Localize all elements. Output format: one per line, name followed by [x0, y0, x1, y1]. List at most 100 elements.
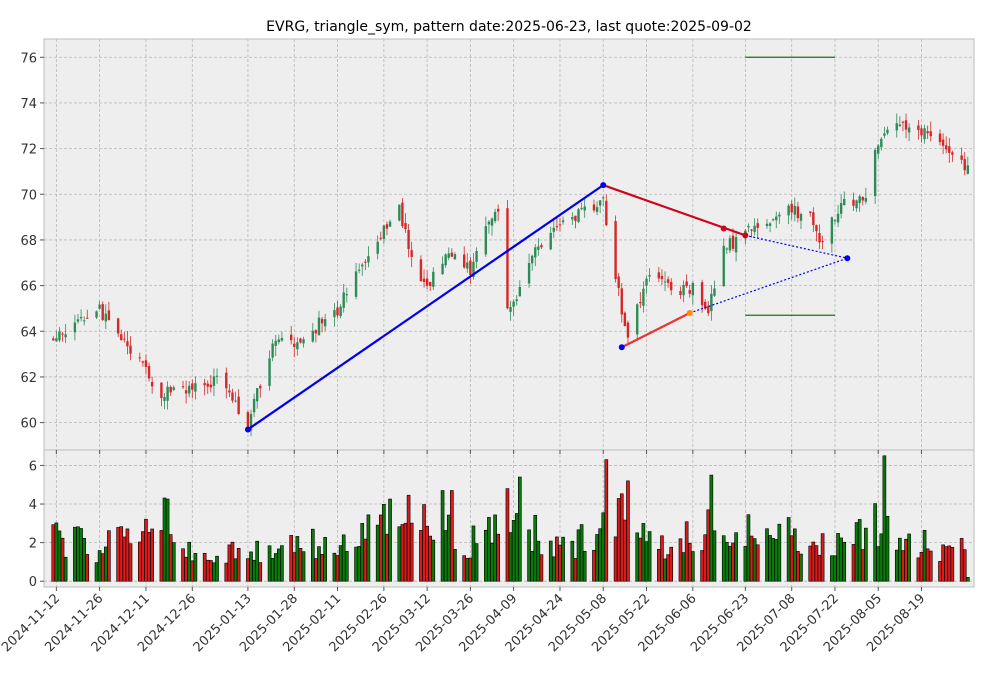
volume-bar [598, 528, 602, 582]
volume-tick-label: 0 [29, 575, 37, 590]
volume-bar [857, 519, 862, 582]
candle-body [120, 334, 123, 341]
volume-bar [552, 556, 556, 582]
pattern-point [244, 426, 251, 433]
candle-body [790, 203, 793, 213]
candle-body [129, 345, 132, 354]
volume-bar [684, 521, 689, 582]
price-tick-label: 76 [20, 51, 37, 66]
candle-body [302, 339, 305, 344]
candle-body [815, 225, 818, 232]
volume-bar [555, 536, 559, 582]
candle-body [203, 383, 206, 386]
candle-body [364, 261, 367, 263]
candle-body [398, 204, 401, 221]
candle-body [660, 275, 664, 280]
candle-body [700, 282, 704, 306]
volume-bar [898, 537, 902, 582]
candle-body [367, 256, 370, 263]
candle-body [648, 275, 651, 277]
volume-bar [453, 549, 457, 582]
candle-body [509, 307, 512, 312]
candle-body [765, 223, 769, 227]
volume-bar [85, 554, 90, 582]
volume-bar [796, 551, 800, 582]
volume-bar [894, 549, 899, 582]
volume-bar [765, 528, 769, 582]
candle-body [944, 145, 948, 150]
candle-body [188, 385, 191, 394]
volume-bar [357, 546, 361, 582]
volume-bar [474, 543, 479, 582]
volume-bar [255, 540, 259, 582]
candle-body [574, 215, 577, 221]
candle-body [209, 384, 213, 388]
volume-bar [171, 542, 176, 582]
volume-bar [817, 554, 822, 582]
volume-bar [190, 560, 195, 582]
volume-bar [97, 550, 102, 582]
candle-body [101, 304, 104, 321]
volume-bar [725, 541, 729, 582]
volume-bar [681, 552, 686, 582]
candle-body [215, 375, 219, 377]
candle-body [163, 396, 166, 402]
volume-bar [258, 562, 263, 582]
candle-body [345, 294, 348, 296]
volume-bar [533, 515, 538, 582]
volume-bar [851, 544, 856, 582]
candle-body [861, 196, 864, 201]
candle-body [320, 318, 324, 324]
volume-bar [830, 555, 834, 582]
candle-body [98, 304, 101, 309]
volume-bar [885, 515, 890, 582]
candle-body [432, 271, 435, 287]
volume-bar [691, 551, 695, 582]
candle-body [61, 333, 64, 335]
volume-bar [311, 528, 315, 582]
volume-bar [808, 545, 813, 582]
volume-bar [403, 522, 408, 582]
pattern-line [745, 234, 848, 259]
volume-bar [703, 534, 707, 582]
candle-body [237, 396, 240, 414]
volume-bar [619, 493, 624, 582]
price-tick-label: 74 [20, 97, 37, 112]
volume-bars [51, 455, 970, 582]
candle-body [225, 372, 228, 389]
volume-bar [100, 553, 105, 582]
volume-bar [82, 538, 86, 582]
volume-bar [731, 542, 735, 582]
volume-bar [440, 490, 445, 582]
pattern-overlay [244, 56, 851, 433]
candle-body [775, 216, 778, 221]
volume-bar [289, 535, 293, 582]
volume-bar [193, 553, 198, 582]
candle-body [73, 322, 77, 333]
volume-bar [527, 529, 531, 582]
candle-body [246, 412, 250, 429]
volume-bar [94, 562, 99, 582]
volume-bar [249, 551, 253, 582]
volume-bar [409, 522, 414, 582]
price-tick-label: 70 [20, 188, 37, 203]
volume-bar [839, 537, 843, 582]
volume-bar [820, 533, 825, 582]
volume-bar [799, 553, 803, 582]
volume-bar [771, 538, 775, 582]
volume-tick-label: 2 [29, 537, 37, 552]
volume-bar [638, 537, 643, 582]
pattern-point [686, 310, 693, 316]
candle-body [289, 334, 293, 341]
volume-bar [941, 544, 945, 582]
candle-body [843, 199, 846, 206]
volume-bar [406, 494, 411, 582]
volume-bar [79, 528, 83, 582]
candle-body [592, 204, 596, 211]
candle-body [490, 218, 494, 226]
candle-body [52, 338, 55, 341]
volume-axis-ticks: 0 2 4 6 [29, 459, 44, 590]
candle-body [116, 318, 120, 334]
candle-body [818, 233, 821, 243]
